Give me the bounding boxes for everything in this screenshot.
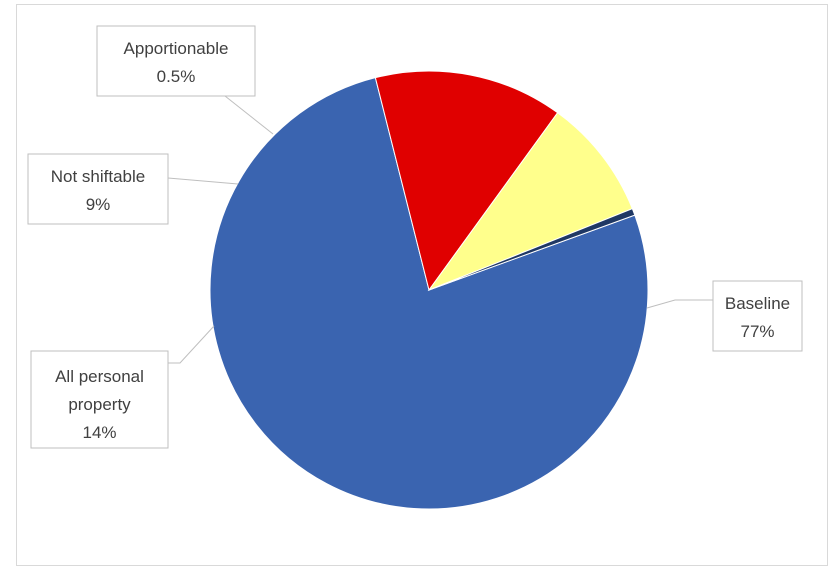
label-apport-name: Apportionable	[124, 39, 229, 58]
data-label-apport: Apportionable 0.5%	[96, 25, 256, 97]
leader-line-personal	[168, 325, 215, 364]
pie-slice-baseline	[209, 77, 649, 510]
pie-slice-apport	[428, 208, 636, 291]
pie-slice-personal	[374, 70, 559, 292]
data-label-notshift: Not shiftable 9%	[27, 153, 169, 225]
label-personal-name-line1: All personal	[55, 367, 144, 386]
data-label-personal: All personal property 14%	[30, 350, 169, 449]
label-baseline-name: Baseline	[725, 294, 790, 313]
label-apport-value: 0.5%	[157, 67, 196, 86]
label-personal-name-line2: property	[68, 395, 131, 414]
label-personal-value: 14%	[82, 423, 116, 442]
leader-lines	[167, 95, 713, 364]
data-label-baseline: Baseline 77%	[712, 280, 803, 352]
pie-slices	[209, 70, 649, 510]
leader-line-baseline	[646, 299, 713, 309]
label-baseline-value: 77%	[740, 322, 774, 341]
pie-slice-notshift	[427, 112, 634, 292]
label-notshift-name: Not shiftable	[51, 167, 146, 186]
leader-line-apport	[224, 95, 274, 135]
label-notshift-value: 9%	[86, 195, 111, 214]
leader-line-notshift	[167, 177, 239, 185]
